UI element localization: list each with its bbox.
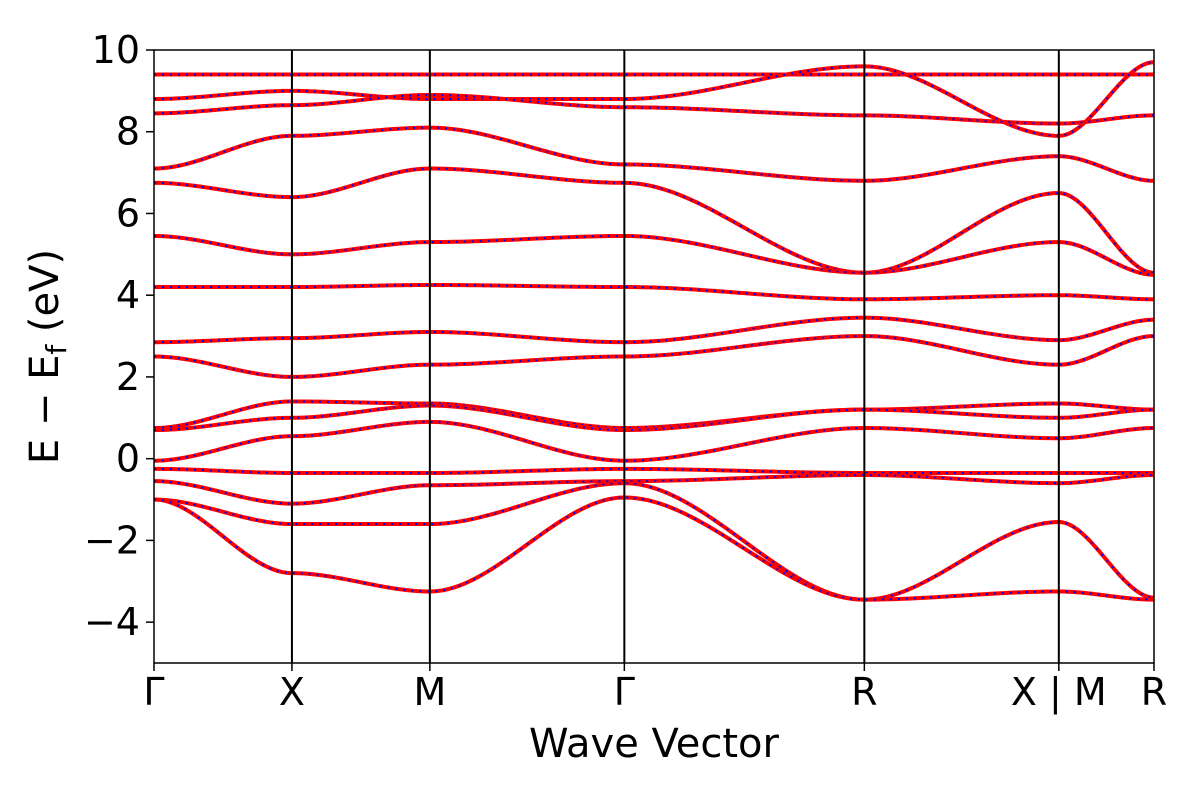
x-tick-label: X | M <box>1011 670 1107 715</box>
band-line-red-6 <box>154 282 1155 302</box>
bands-layer <box>153 60 1155 602</box>
y-tick-label: 4 <box>116 273 140 317</box>
y-tick-label: 10 <box>92 28 140 72</box>
band-line-red-12 <box>153 466 1154 475</box>
x-tick-label: M <box>413 670 446 714</box>
band-line-red-5 <box>153 233 1155 277</box>
x-tick-label: R <box>851 670 877 714</box>
y-tick-label: 8 <box>116 110 140 154</box>
y-axis-title: E − Ef (eV) <box>22 249 73 464</box>
x-tick-label: Γ <box>614 670 635 714</box>
y-ticks: −4 −2 0 2 4 6 8 10 <box>84 28 154 644</box>
y-tick-label: 0 <box>116 437 140 481</box>
band-line-red-15 <box>153 495 1155 602</box>
y-tick-label: −2 <box>84 518 140 562</box>
plot-frame <box>153 49 1155 664</box>
y-tick-label: 6 <box>116 191 140 235</box>
band-line-red-7 <box>153 315 1155 345</box>
band-line-blue-4 <box>153 167 1155 274</box>
x-axis-title: Wave Vector <box>529 721 780 767</box>
kpoint-lines <box>290 50 1060 663</box>
y-axis-title-subscript: f <box>40 344 73 355</box>
y-axis-title-unit: (eV) <box>22 249 68 345</box>
x-ticks: Γ X M Γ R X | M R <box>143 663 1167 715</box>
x-tick-label: R <box>1141 670 1167 714</box>
band-line-blue-15 <box>153 496 1155 601</box>
y-tick-label: 2 <box>116 355 140 399</box>
x-tick-label: Γ <box>143 670 164 714</box>
y-tick-label: −4 <box>84 600 140 644</box>
band-line-red-4 <box>153 166 1155 275</box>
band-line-red-3 <box>153 125 1155 183</box>
y-axis-title-main: E − E <box>22 355 68 465</box>
x-tick-label: X <box>279 670 305 714</box>
